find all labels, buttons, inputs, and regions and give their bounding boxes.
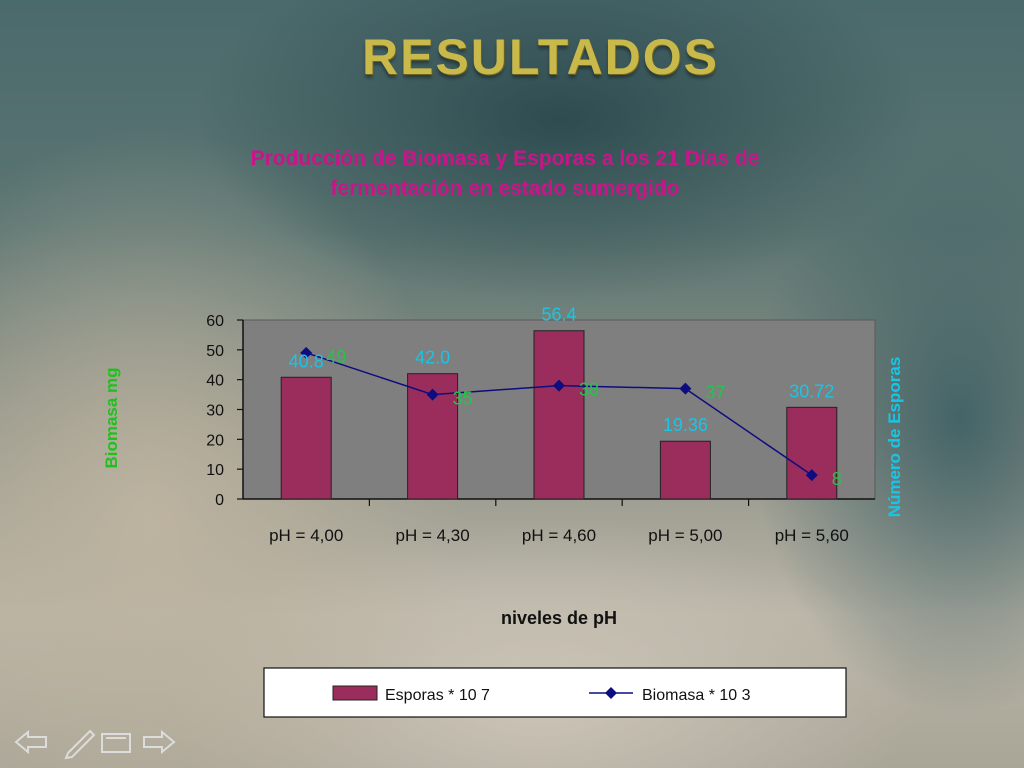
- chart-title-line-1: Producción de Biomasa y Esporas a los 21…: [250, 147, 760, 170]
- bar: [659, 440, 711, 500]
- line-point: [426, 388, 439, 401]
- chart-title: Producción de Biomasa y Esporas a los 21…: [150, 144, 860, 204]
- screen-icon[interactable]: [101, 733, 131, 753]
- line-data-label: 35: [453, 389, 473, 409]
- bar-data-label: 40.8: [289, 351, 324, 371]
- y-tick-label: 0: [215, 492, 224, 509]
- line-data-label: 38: [579, 380, 599, 400]
- plot-layer: 0 10 20 30 40 50 60 pH = 4,00 pH = 4,30 pH = 4,60…: [102, 305, 904, 628]
- y-tick-label: 20: [206, 432, 224, 449]
- y2-axis-label: Número de Esporas: [885, 357, 904, 518]
- legend-label-biomasa: Biomasa * 10 3: [642, 687, 751, 704]
- line-point: [300, 346, 313, 359]
- x-axis-label: niveles de pH: [501, 608, 617, 628]
- legend: Esporas * 10 7 Biomasa * 10 3: [263, 667, 847, 718]
- line-point: [805, 469, 818, 482]
- legend-label-esporas: Esporas * 10 7: [385, 687, 490, 704]
- line-data-label: 8: [832, 469, 842, 489]
- nav-icons: [14, 729, 176, 760]
- bar-data-label: 30.72: [789, 381, 834, 401]
- bar: [280, 376, 332, 500]
- line-data-label: 49: [326, 347, 346, 367]
- y-tick-label: 10: [206, 462, 224, 479]
- forward-arrow-icon[interactable]: [143, 729, 176, 755]
- legend-swatch-esporas: [332, 685, 378, 701]
- bar-data-label: 42.0: [415, 348, 450, 368]
- x-tick-label: pH = 4,00: [269, 526, 343, 545]
- x-tick-label: pH = 5,00: [648, 526, 722, 545]
- chart-title-line-2: fermentación en estado sumergido: [330, 177, 680, 200]
- bar: [786, 406, 838, 500]
- line-point: [553, 379, 565, 392]
- line-data-label: 37: [705, 383, 725, 403]
- pen-icon[interactable]: [64, 729, 96, 760]
- bar-data-label: 56.4: [541, 305, 576, 325]
- x-tick-label: pH = 5,60: [775, 526, 849, 545]
- y-axis-label: Biomasa mg: [102, 367, 121, 468]
- x-tick-label: pH = 4,60: [522, 526, 596, 545]
- y-tick-label: 30: [206, 403, 224, 420]
- legend-marker-biomasa: [605, 687, 617, 699]
- y-tick-label: 50: [206, 343, 224, 360]
- y-tick-label: 60: [206, 313, 224, 330]
- slide-title: RESULTADOS: [362, 29, 720, 85]
- bar: [533, 330, 585, 500]
- x-tick-label: pH = 4,30: [395, 526, 469, 545]
- back-arrow-icon[interactable]: [14, 729, 47, 755]
- y-tick-label: 40: [206, 373, 224, 390]
- line-point: [679, 382, 692, 395]
- bar-data-label: 19.36: [663, 415, 708, 435]
